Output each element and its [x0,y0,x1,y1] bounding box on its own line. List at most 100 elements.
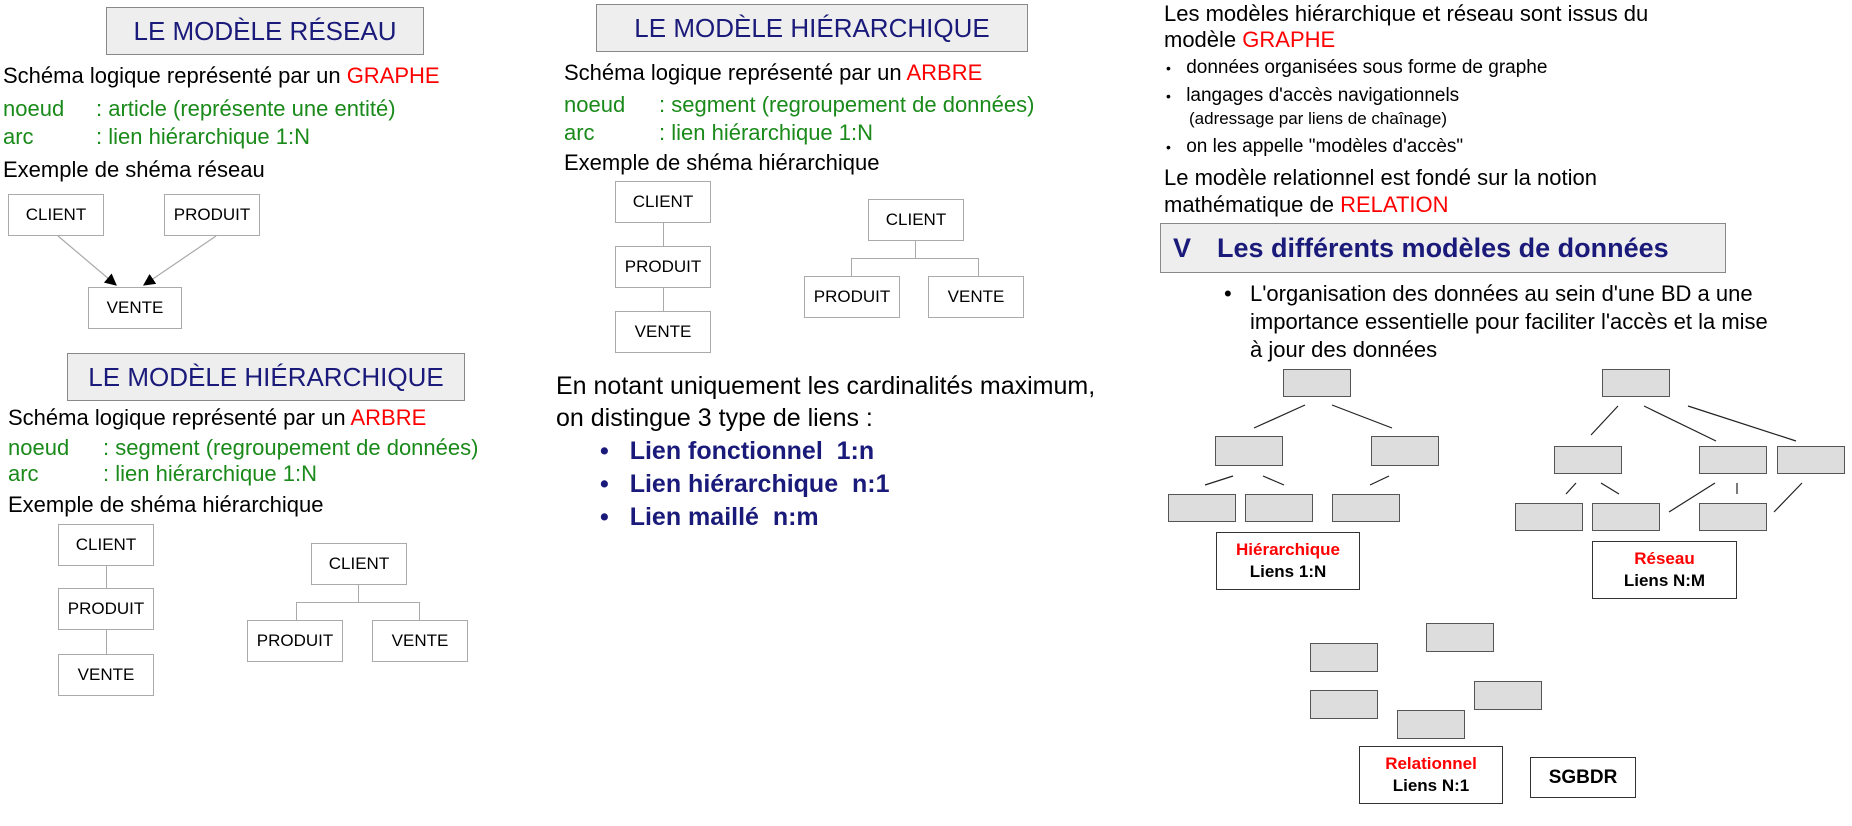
bullet-icon: • [600,437,609,465]
node-produit: PRODUIT [804,276,900,318]
bullet-item: • données organisées sous forme de graph… [1166,56,1547,80]
relational-line-2: mathématique de RELATION [1164,191,1449,219]
reseau-node [1592,503,1660,531]
node-vente: VENTE [928,276,1024,318]
hier-node [1332,494,1400,522]
connector [106,630,107,654]
keyword-graphe: GRAPHE [1242,27,1336,52]
node-client: CLIENT [58,524,154,566]
schema-line: Schéma logique représenté par un GRAPHE [3,62,440,90]
model-name: Relationnel [1385,754,1477,773]
hier-node [1168,494,1236,522]
node-label: VENTE [947,287,1005,306]
hier-node [1283,369,1351,397]
node-label: CLIENT [885,210,947,229]
keyword-relation: RELATION [1340,192,1449,217]
connector [978,258,979,276]
org-line: importance essentielle pour faciliter l'… [1250,309,1768,334]
intro-prefix: modèle [1164,27,1237,52]
connector [915,241,916,258]
bullet-item: • langages d'accès navigationnels [1166,84,1459,108]
org-line: L'organisation des données au sein d'une… [1250,281,1753,306]
title-modele-reseau: LE MODÈLE RÉSEAU [106,7,424,55]
rel-node [1310,690,1378,719]
noeud-def-3: : segment (regroupement de données) [659,92,1035,117]
reseau-node [1699,503,1767,531]
node-label: CLIENT [75,535,137,554]
reseau-node [1554,446,1622,474]
node-label: CLIENT [328,554,390,573]
connector [296,602,420,603]
connector [663,288,664,311]
reseau-label-box: Réseau Liens N:M [1592,541,1737,599]
keyword-arbre: ARBRE [350,405,427,430]
connector [851,258,979,259]
arc-label-2: arc [8,461,39,486]
bullet-text: langages d'accès navigationnels [1186,85,1460,106]
title-text: LE MODÈLE HIÉRARCHIQUE [88,361,444,392]
cardinality-intro-2: on distingue 3 type de liens : [556,404,873,432]
lien-text: Lien maillé n:m [629,503,819,531]
bullet-text: on les appelle "modèles d'accès" [1186,136,1464,157]
bullet-icon: • [1224,281,1232,306]
node-client: CLIENT [311,543,407,585]
reseau-node [1602,369,1670,397]
model-liens: Liens 1:N [1249,562,1327,581]
arc-def-2: : lien hiérarchique 1:N [103,461,318,486]
schema-prefix: Schéma logique représenté par un [8,405,346,430]
schema-prefix: Schéma logique représenté par un [3,63,341,88]
model-name: Hiérarchique [1236,540,1340,559]
lien-item: • Lien maillé n:m [600,501,890,534]
node-vente: VENTE [88,287,182,329]
model-liens: Liens N:1 [1392,776,1470,795]
title-text: LE MODÈLE HIÉRARCHIQUE [634,12,990,43]
node-label: VENTE [391,631,449,650]
example-hier-caption-left: Exemple de shéma hiérarchique [8,492,324,517]
intro-line-2: modèle GRAPHE [1164,26,1335,54]
noeud-def-2: : segment (regroupement de données) [103,435,479,460]
node-label: PRODUIT [67,599,145,618]
connector [106,566,107,588]
node-client: CLIENT [615,181,711,223]
noeud-label-2: noeud [8,435,70,460]
connector [358,585,359,602]
node-label: VENTE [106,298,164,317]
node-vente: VENTE [58,654,154,696]
rel-label-box: Relationnel Liens N:1 [1359,746,1503,804]
node-label: VENTE [634,322,692,341]
lien-text: Lien hiérarchique n:1 [629,470,890,498]
node-vente: VENTE [615,311,711,353]
bullet-item: • on les appelle "modèles d'accès" [1166,135,1463,159]
hier-label-box: Hiérarchique Liens 1:N [1216,532,1360,590]
node-client: CLIENT [868,199,964,241]
node-label: CLIENT [632,192,694,211]
title-text: LE MODÈLE RÉSEAU [133,15,397,46]
model-name: Réseau [1634,549,1695,568]
lien-item: • Lien hiérarchique n:1 [600,468,890,501]
keyword-arbre: ARBRE [906,60,983,85]
schema-line-2: Schéma logique représenté par un ARBRE [8,404,426,432]
cardinality-intro-1: En notant uniquement les cardinalités ma… [556,372,1096,400]
connector [663,223,664,246]
node-produit: PRODUIT [58,588,154,630]
noeud-line: noeud [3,95,64,123]
bullet-text: données organisées sous forme de graphe [1186,57,1548,78]
sgbdr-label: SGBDR [1548,766,1618,788]
bullet-icon: • [600,503,609,531]
title-modele-hierarchique: LE MODÈLE HIÉRARCHIQUE [596,4,1028,52]
bullet-icon: • [1166,60,1171,76]
hier-node [1215,436,1283,466]
sgbdr-box: SGBDR [1530,757,1636,798]
rel-node [1397,710,1465,739]
node-vente: VENTE [372,620,468,662]
schema-line-3: Schéma logique représenté par un ARBRE [564,59,982,87]
bullet-icon: • [1166,88,1171,104]
organisation-paragraph: • L'organisation des données au sein d'u… [1224,280,1768,364]
rel-node [1426,623,1494,652]
node-produit: PRODUIT [247,620,343,662]
node-produit: PRODUIT [164,194,260,236]
node-label: PRODUIT [173,205,251,224]
rel-node [1310,643,1378,672]
